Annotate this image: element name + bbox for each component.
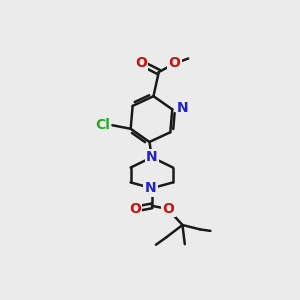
Text: Cl: Cl — [95, 118, 110, 132]
Text: O: O — [129, 202, 141, 216]
Text: N: N — [145, 181, 156, 195]
Text: O: O — [169, 56, 181, 70]
Text: O: O — [162, 202, 174, 216]
Text: N: N — [146, 150, 158, 164]
Text: O: O — [135, 56, 147, 70]
Text: N: N — [177, 101, 189, 115]
